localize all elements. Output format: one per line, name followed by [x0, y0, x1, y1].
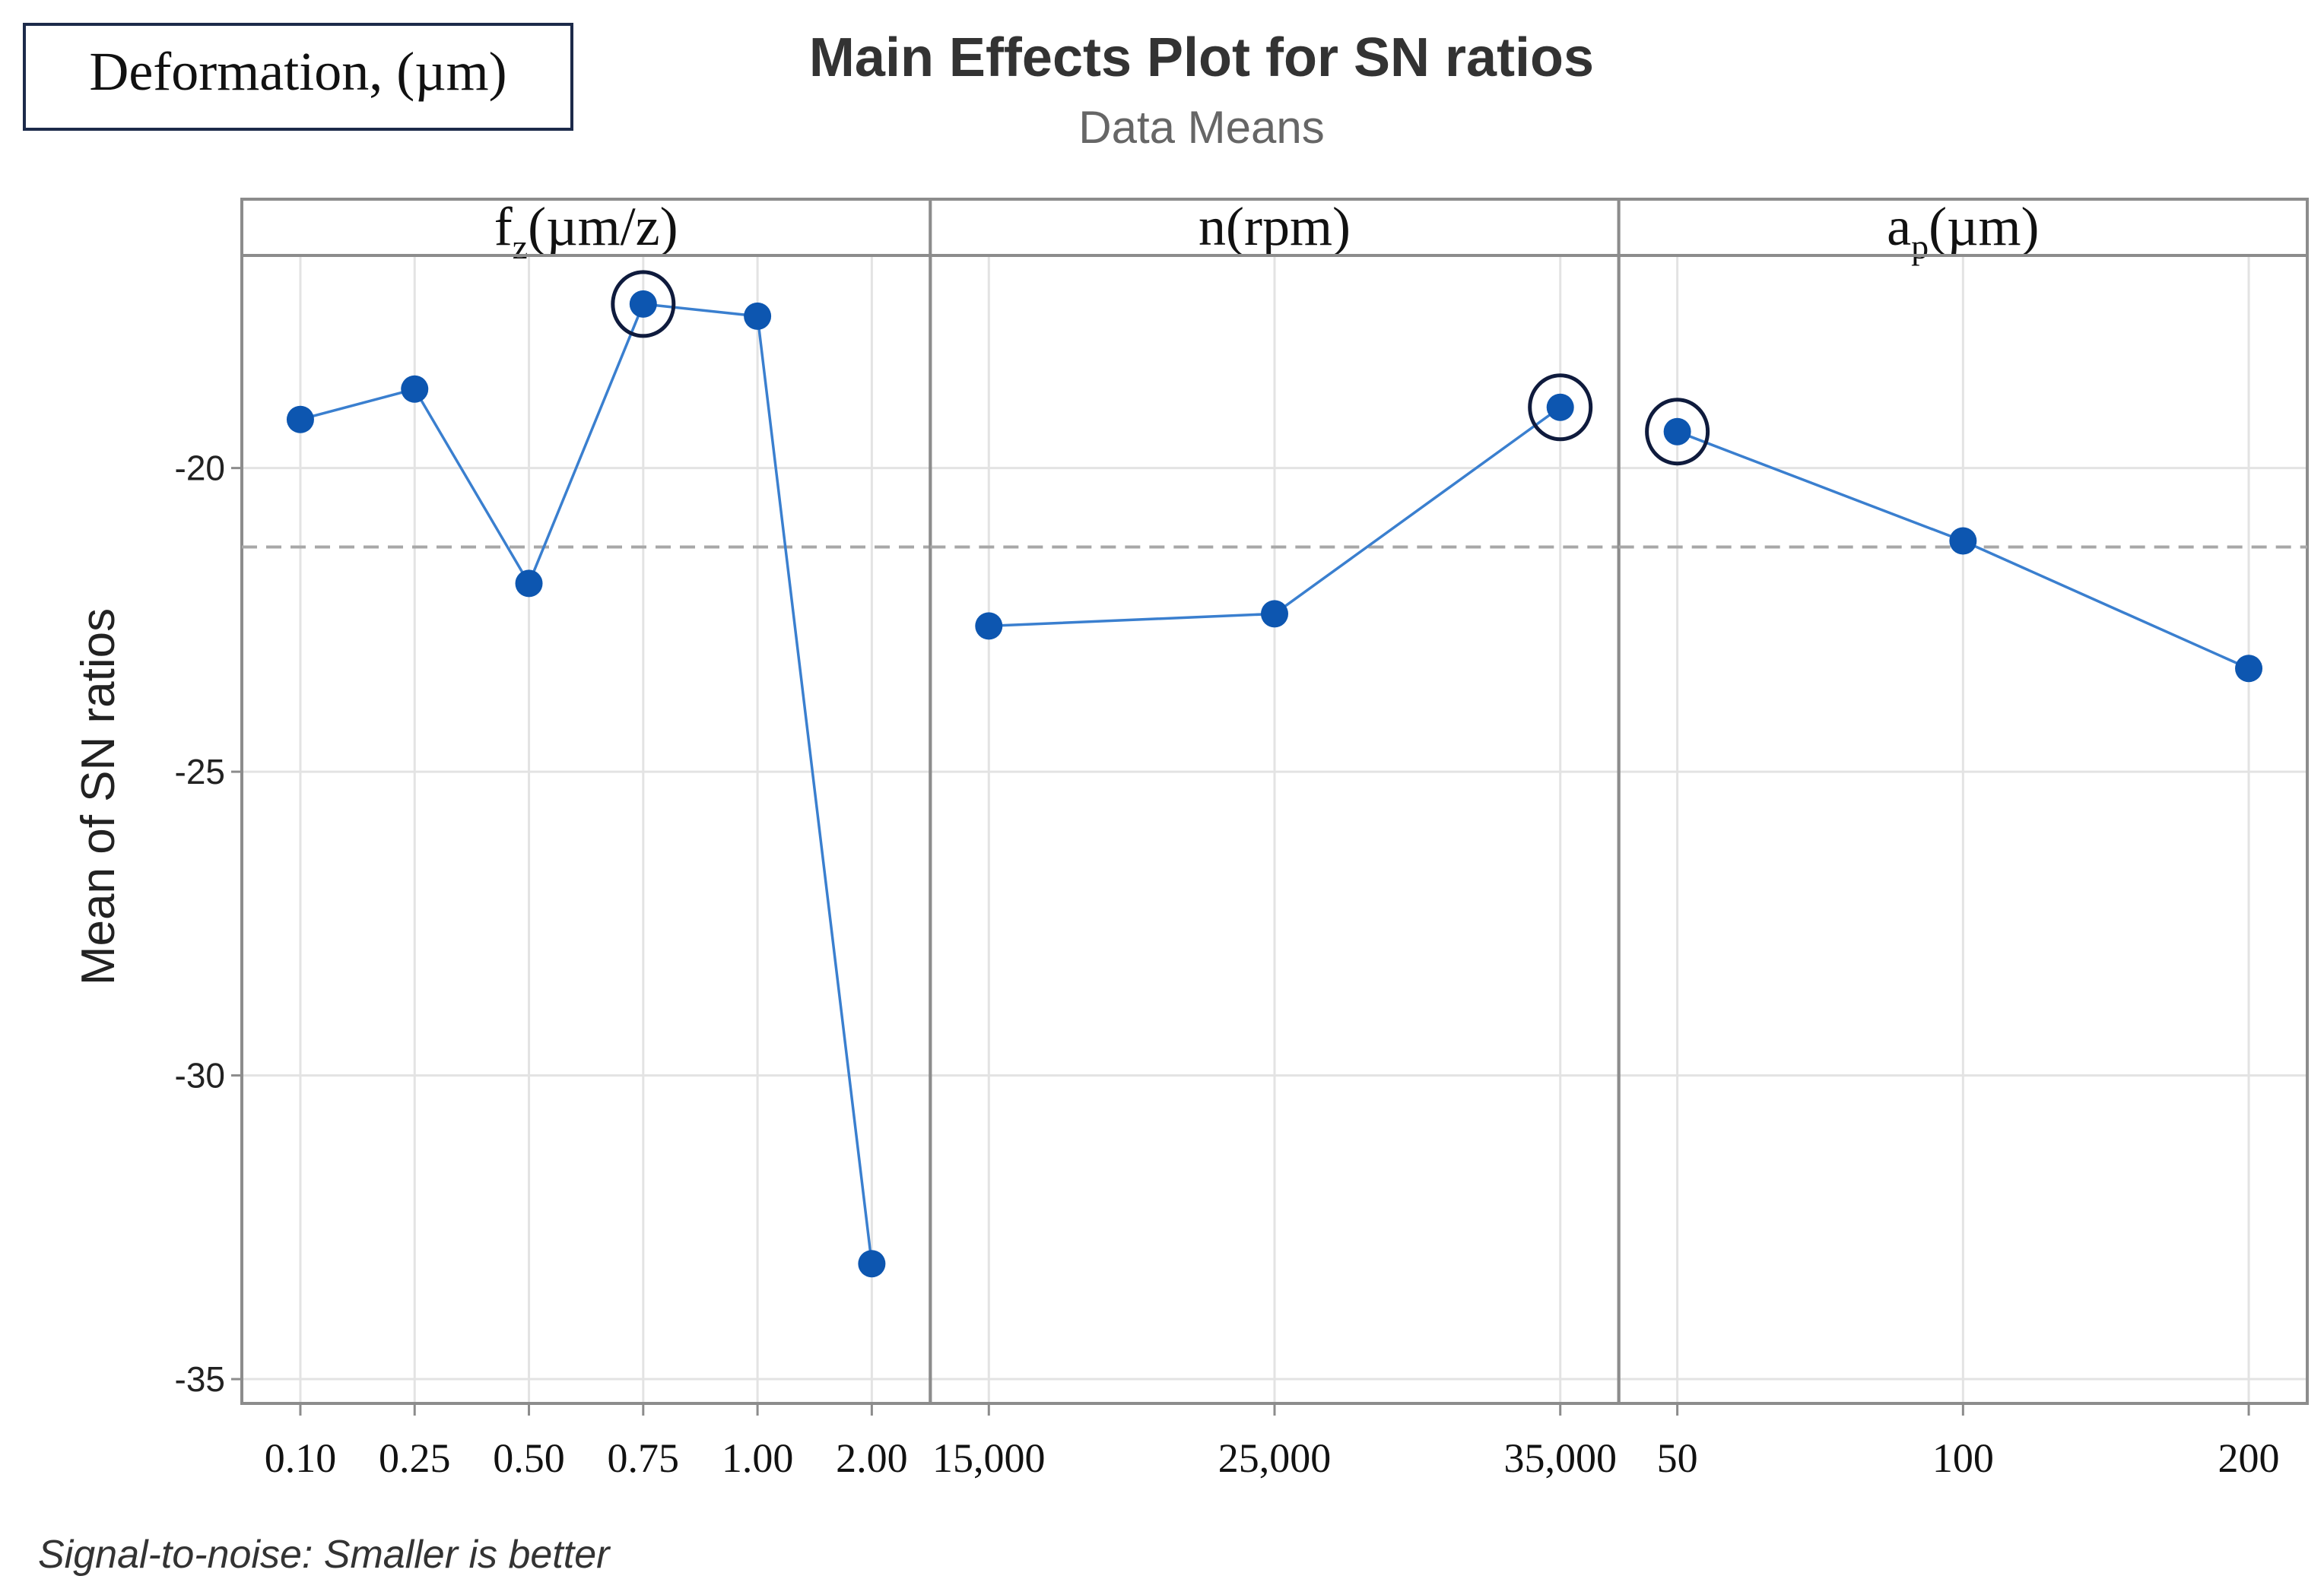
- x-tick-label: 0.75: [608, 1435, 680, 1481]
- data-point: [744, 302, 772, 330]
- panel-frame: [1617, 254, 2310, 1405]
- panel-header-rest: (µm): [1929, 196, 2039, 257]
- x-tick-label: 2.00: [836, 1435, 908, 1481]
- x-tick-label: 25,000: [1218, 1435, 1332, 1481]
- x-tick-label: 0.25: [379, 1435, 451, 1481]
- panel-header: [240, 198, 932, 257]
- panel-header-main: f: [494, 196, 513, 257]
- optimal-level-highlight: [611, 270, 676, 338]
- y-tick-label: -35: [175, 1359, 225, 1399]
- data-point: [858, 1250, 886, 1278]
- y-axis-label: Mean of SN ratios: [72, 608, 125, 985]
- chart-title: Main Effects Plot for SN ratios: [809, 27, 1594, 88]
- y-tick-label: -30: [175, 1056, 225, 1096]
- panel-header-subscript: p: [1911, 227, 1929, 266]
- response-label-frame: [23, 23, 573, 131]
- series-line: [300, 303, 874, 1264]
- data-point: [629, 290, 657, 318]
- data-point: [2235, 655, 2263, 683]
- x-tick-label: 50: [1657, 1435, 1698, 1481]
- panel-header: [1617, 198, 2310, 257]
- x-tick-label: 100: [1932, 1435, 1994, 1481]
- x-tick-label: 35,000: [1503, 1435, 1617, 1481]
- y-tick-label: -20: [175, 449, 225, 488]
- panel-header-label: ap(µm): [1887, 196, 2039, 266]
- optimal-level-highlight: [1645, 398, 1710, 466]
- y-tick-label: -25: [175, 752, 225, 791]
- panel-header-rest: (µm/z): [528, 196, 678, 257]
- panel-header-label: n(rpm): [1199, 196, 1351, 257]
- plot-area: -20-25-30-350.10 0.25 0.50 0.75 1.00 2.00fz(µ…: [175, 196, 2310, 1481]
- panel-header-label: fz(µm/z): [494, 196, 678, 266]
- chart-subtitle: Data Means: [1078, 102, 1325, 153]
- response-label: Deformation, (µm): [89, 41, 506, 102]
- panel-header-main: n(rpm): [1199, 196, 1351, 257]
- data-point: [515, 569, 543, 598]
- x-tick-label: 15,000: [932, 1435, 1046, 1481]
- data-point: [1261, 600, 1288, 628]
- data-point: [401, 375, 429, 403]
- x-tick-label: 200: [2218, 1435, 2280, 1481]
- x-tick-label: 1.00: [722, 1435, 794, 1481]
- data-point: [975, 612, 1003, 640]
- x-tick-label: 0.10: [265, 1435, 337, 1481]
- data-point: [1663, 417, 1691, 446]
- panel-header-main: a: [1887, 196, 1911, 257]
- data-point: [286, 405, 314, 433]
- data-point: [1546, 393, 1574, 421]
- response-label-box: Deformation, (µm): [23, 23, 573, 131]
- data-point: [1949, 527, 1977, 555]
- optimal-level-highlight: [1528, 373, 1593, 442]
- footnote: Signal-to-noise: Smaller is better: [38, 1533, 611, 1577]
- x-tick-label: 0.50: [493, 1435, 565, 1481]
- panel-header-subscript: z: [513, 227, 528, 266]
